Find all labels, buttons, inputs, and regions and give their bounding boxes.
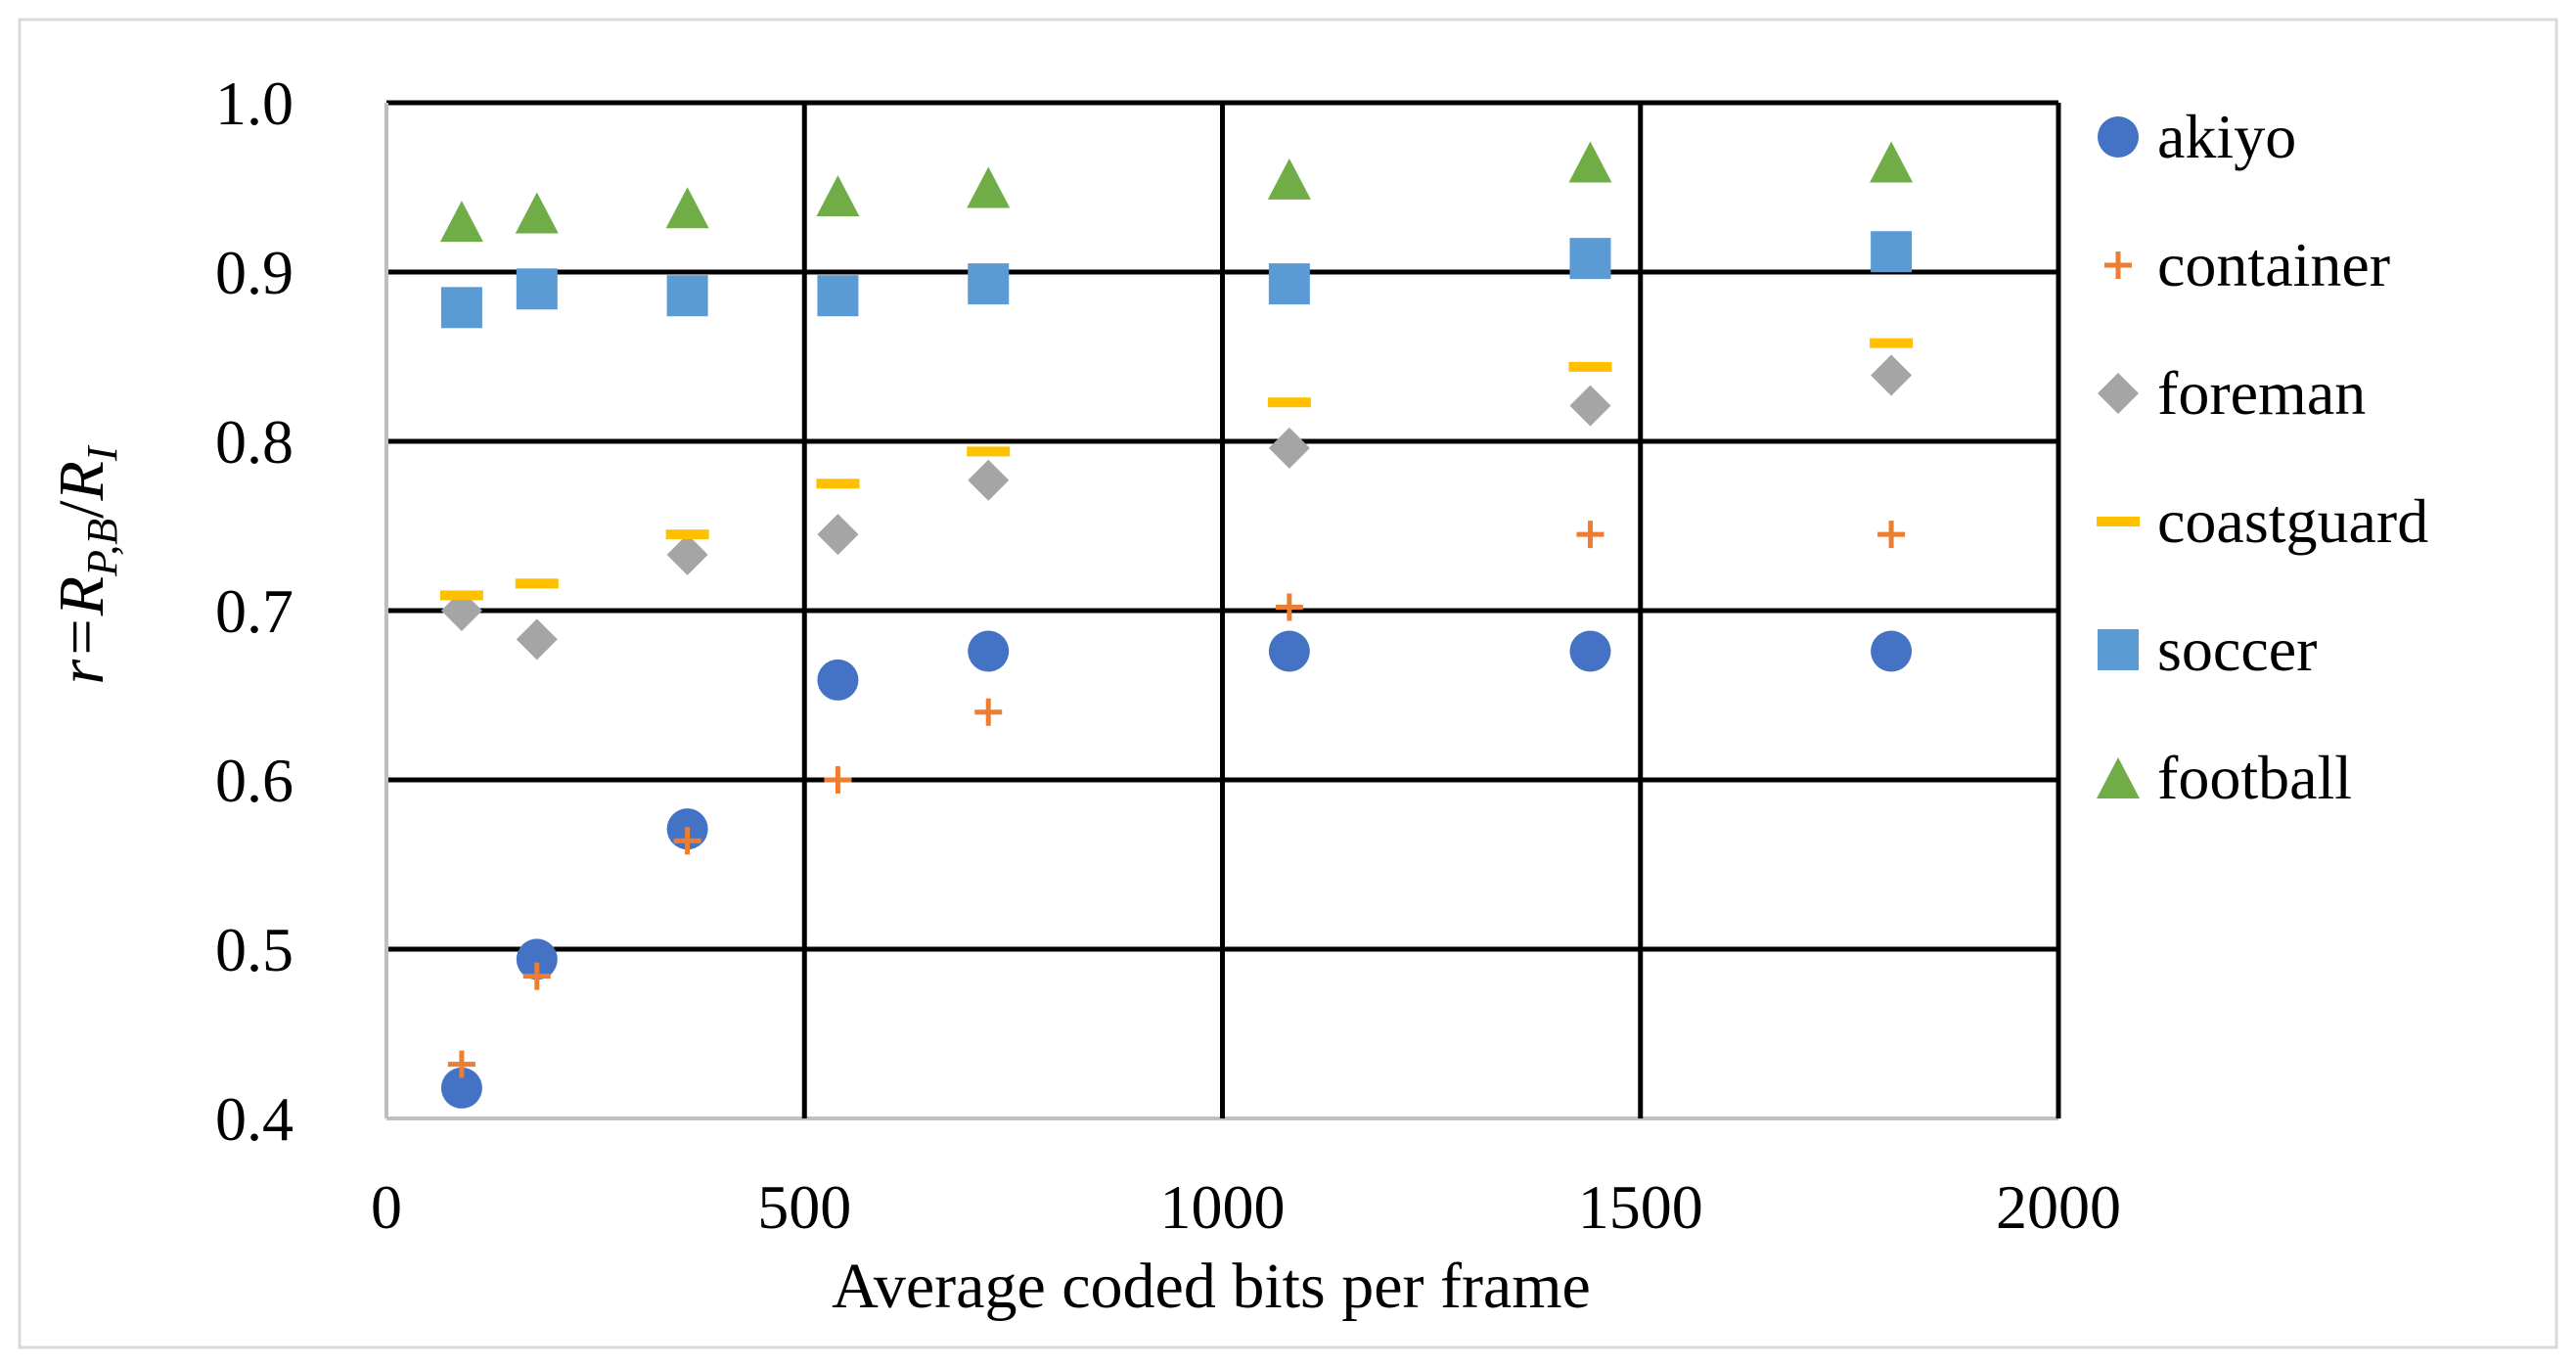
legend-label-coastguard: coastguard bbox=[2157, 486, 2428, 556]
container-point bbox=[447, 1050, 475, 1078]
x-tick-label: 500 bbox=[757, 1172, 851, 1242]
legend-marker-coastguard bbox=[2097, 517, 2140, 526]
y-tick-label: 0.9 bbox=[215, 238, 294, 307]
football-point bbox=[665, 187, 709, 229]
series-akiyo bbox=[440, 630, 1913, 1109]
series-coastguard bbox=[439, 338, 1914, 601]
y-tick-label: 0.6 bbox=[215, 746, 294, 815]
soccer-point bbox=[1871, 231, 1913, 273]
y-axis-title-sub2: I bbox=[78, 444, 126, 462]
legend-item-container: container bbox=[2104, 230, 2390, 299]
foreman-point bbox=[968, 459, 1010, 501]
legend-label-soccer: soccer bbox=[2157, 615, 2317, 684]
legend: akiyo container foreman coastguard soccer foo… bbox=[2097, 102, 2428, 812]
y-tick-labels: 0.4 0.5 0.6 0.7 0.8 0.9 1.0 bbox=[215, 68, 294, 1154]
football-point bbox=[1267, 158, 1311, 200]
y-axis-title-sub1: P,B bbox=[78, 519, 126, 577]
legend-item-football: football bbox=[2097, 743, 2352, 812]
legend-label-football: football bbox=[2157, 743, 2352, 812]
coastguard-point bbox=[816, 478, 860, 489]
legend-item-soccer: soccer bbox=[2098, 615, 2317, 684]
soccer-point bbox=[1268, 263, 1310, 305]
legend-label-akiyo: akiyo bbox=[2157, 102, 2296, 171]
coastguard-point bbox=[665, 529, 709, 540]
container-point bbox=[522, 962, 551, 990]
y-tick-label: 0.5 bbox=[215, 915, 294, 984]
akiyo-point bbox=[1871, 630, 1913, 672]
akiyo-point bbox=[440, 1067, 482, 1109]
akiyo-point bbox=[1569, 630, 1611, 672]
x-axis-title: Average coded bits per frame bbox=[832, 1251, 1591, 1322]
football-point bbox=[515, 192, 559, 234]
coastguard-point bbox=[1568, 361, 1612, 372]
foreman-point bbox=[1569, 385, 1611, 427]
series-foreman bbox=[440, 354, 1913, 661]
football-point bbox=[1870, 141, 1914, 183]
series-container bbox=[447, 521, 1906, 1078]
y-axis-title: r=RP,B/RI bbox=[46, 444, 126, 684]
legend-marker-soccer bbox=[2098, 629, 2139, 670]
data-marks bbox=[439, 141, 1914, 1109]
foreman-point bbox=[516, 618, 558, 661]
x-tick-label: 2000 bbox=[1996, 1172, 2121, 1242]
legend-marker-foreman bbox=[2098, 373, 2139, 414]
foreman-point bbox=[1268, 427, 1310, 469]
legend-item-coastguard: coastguard bbox=[2097, 486, 2428, 556]
y-tick-label: 1.0 bbox=[215, 68, 294, 138]
football-point bbox=[1568, 141, 1612, 183]
container-point bbox=[673, 827, 701, 855]
foreman-point bbox=[440, 590, 482, 631]
legend-marker-akiyo bbox=[2098, 116, 2139, 158]
y-axis-title-r1: R bbox=[46, 576, 117, 616]
x-tick-label: 1000 bbox=[1160, 1172, 1286, 1242]
x-tick-label: 0 bbox=[371, 1172, 402, 1242]
coastguard-point bbox=[515, 578, 559, 589]
x-tick-labels: 0 500 1000 1500 2000 bbox=[371, 1172, 2121, 1242]
container-point bbox=[974, 698, 1003, 726]
akiyo-point bbox=[817, 659, 859, 701]
y-tick-label: 0.4 bbox=[215, 1084, 294, 1154]
coastguard-point bbox=[967, 446, 1011, 457]
akiyo-point bbox=[968, 630, 1010, 672]
container-point bbox=[1275, 593, 1303, 621]
soccer-point bbox=[440, 287, 482, 329]
container-point bbox=[824, 766, 852, 794]
legend-marker-container bbox=[2104, 251, 2132, 279]
series-soccer bbox=[440, 231, 1913, 329]
grid-layer bbox=[384, 100, 2061, 1120]
container-point bbox=[1877, 521, 1906, 549]
football-point bbox=[967, 166, 1011, 208]
y-axis-title-slash: / bbox=[46, 500, 117, 519]
y-axis-title-prefix: r= bbox=[46, 615, 117, 684]
coastguard-point bbox=[1870, 338, 1914, 348]
y-tick-label: 0.7 bbox=[215, 576, 294, 646]
container-point bbox=[1576, 521, 1604, 549]
coastguard-point bbox=[439, 590, 483, 601]
series-football bbox=[439, 141, 1914, 243]
x-tick-label: 1500 bbox=[1578, 1172, 1703, 1242]
y-axis-title-r2: R bbox=[46, 461, 117, 501]
akiyo-point bbox=[1268, 630, 1310, 672]
soccer-point bbox=[1569, 238, 1611, 280]
legend-marker-football bbox=[2097, 757, 2140, 798]
legend-item-akiyo: akiyo bbox=[2098, 102, 2296, 171]
coastguard-point bbox=[1267, 397, 1311, 408]
soccer-point bbox=[666, 275, 708, 317]
foreman-point bbox=[666, 533, 708, 575]
football-point bbox=[816, 175, 860, 217]
football-point bbox=[439, 201, 483, 243]
foreman-point bbox=[1871, 354, 1913, 396]
akiyo-point bbox=[516, 938, 558, 980]
legend-label-foreman: foreman bbox=[2157, 358, 2366, 428]
legend-label-container: container bbox=[2157, 230, 2390, 299]
y-tick-label: 0.8 bbox=[215, 407, 294, 477]
soccer-point bbox=[817, 275, 859, 317]
soccer-point bbox=[516, 268, 558, 310]
foreman-point bbox=[817, 514, 859, 556]
legend-item-foreman: foreman bbox=[2098, 358, 2366, 428]
soccer-point bbox=[968, 263, 1010, 305]
